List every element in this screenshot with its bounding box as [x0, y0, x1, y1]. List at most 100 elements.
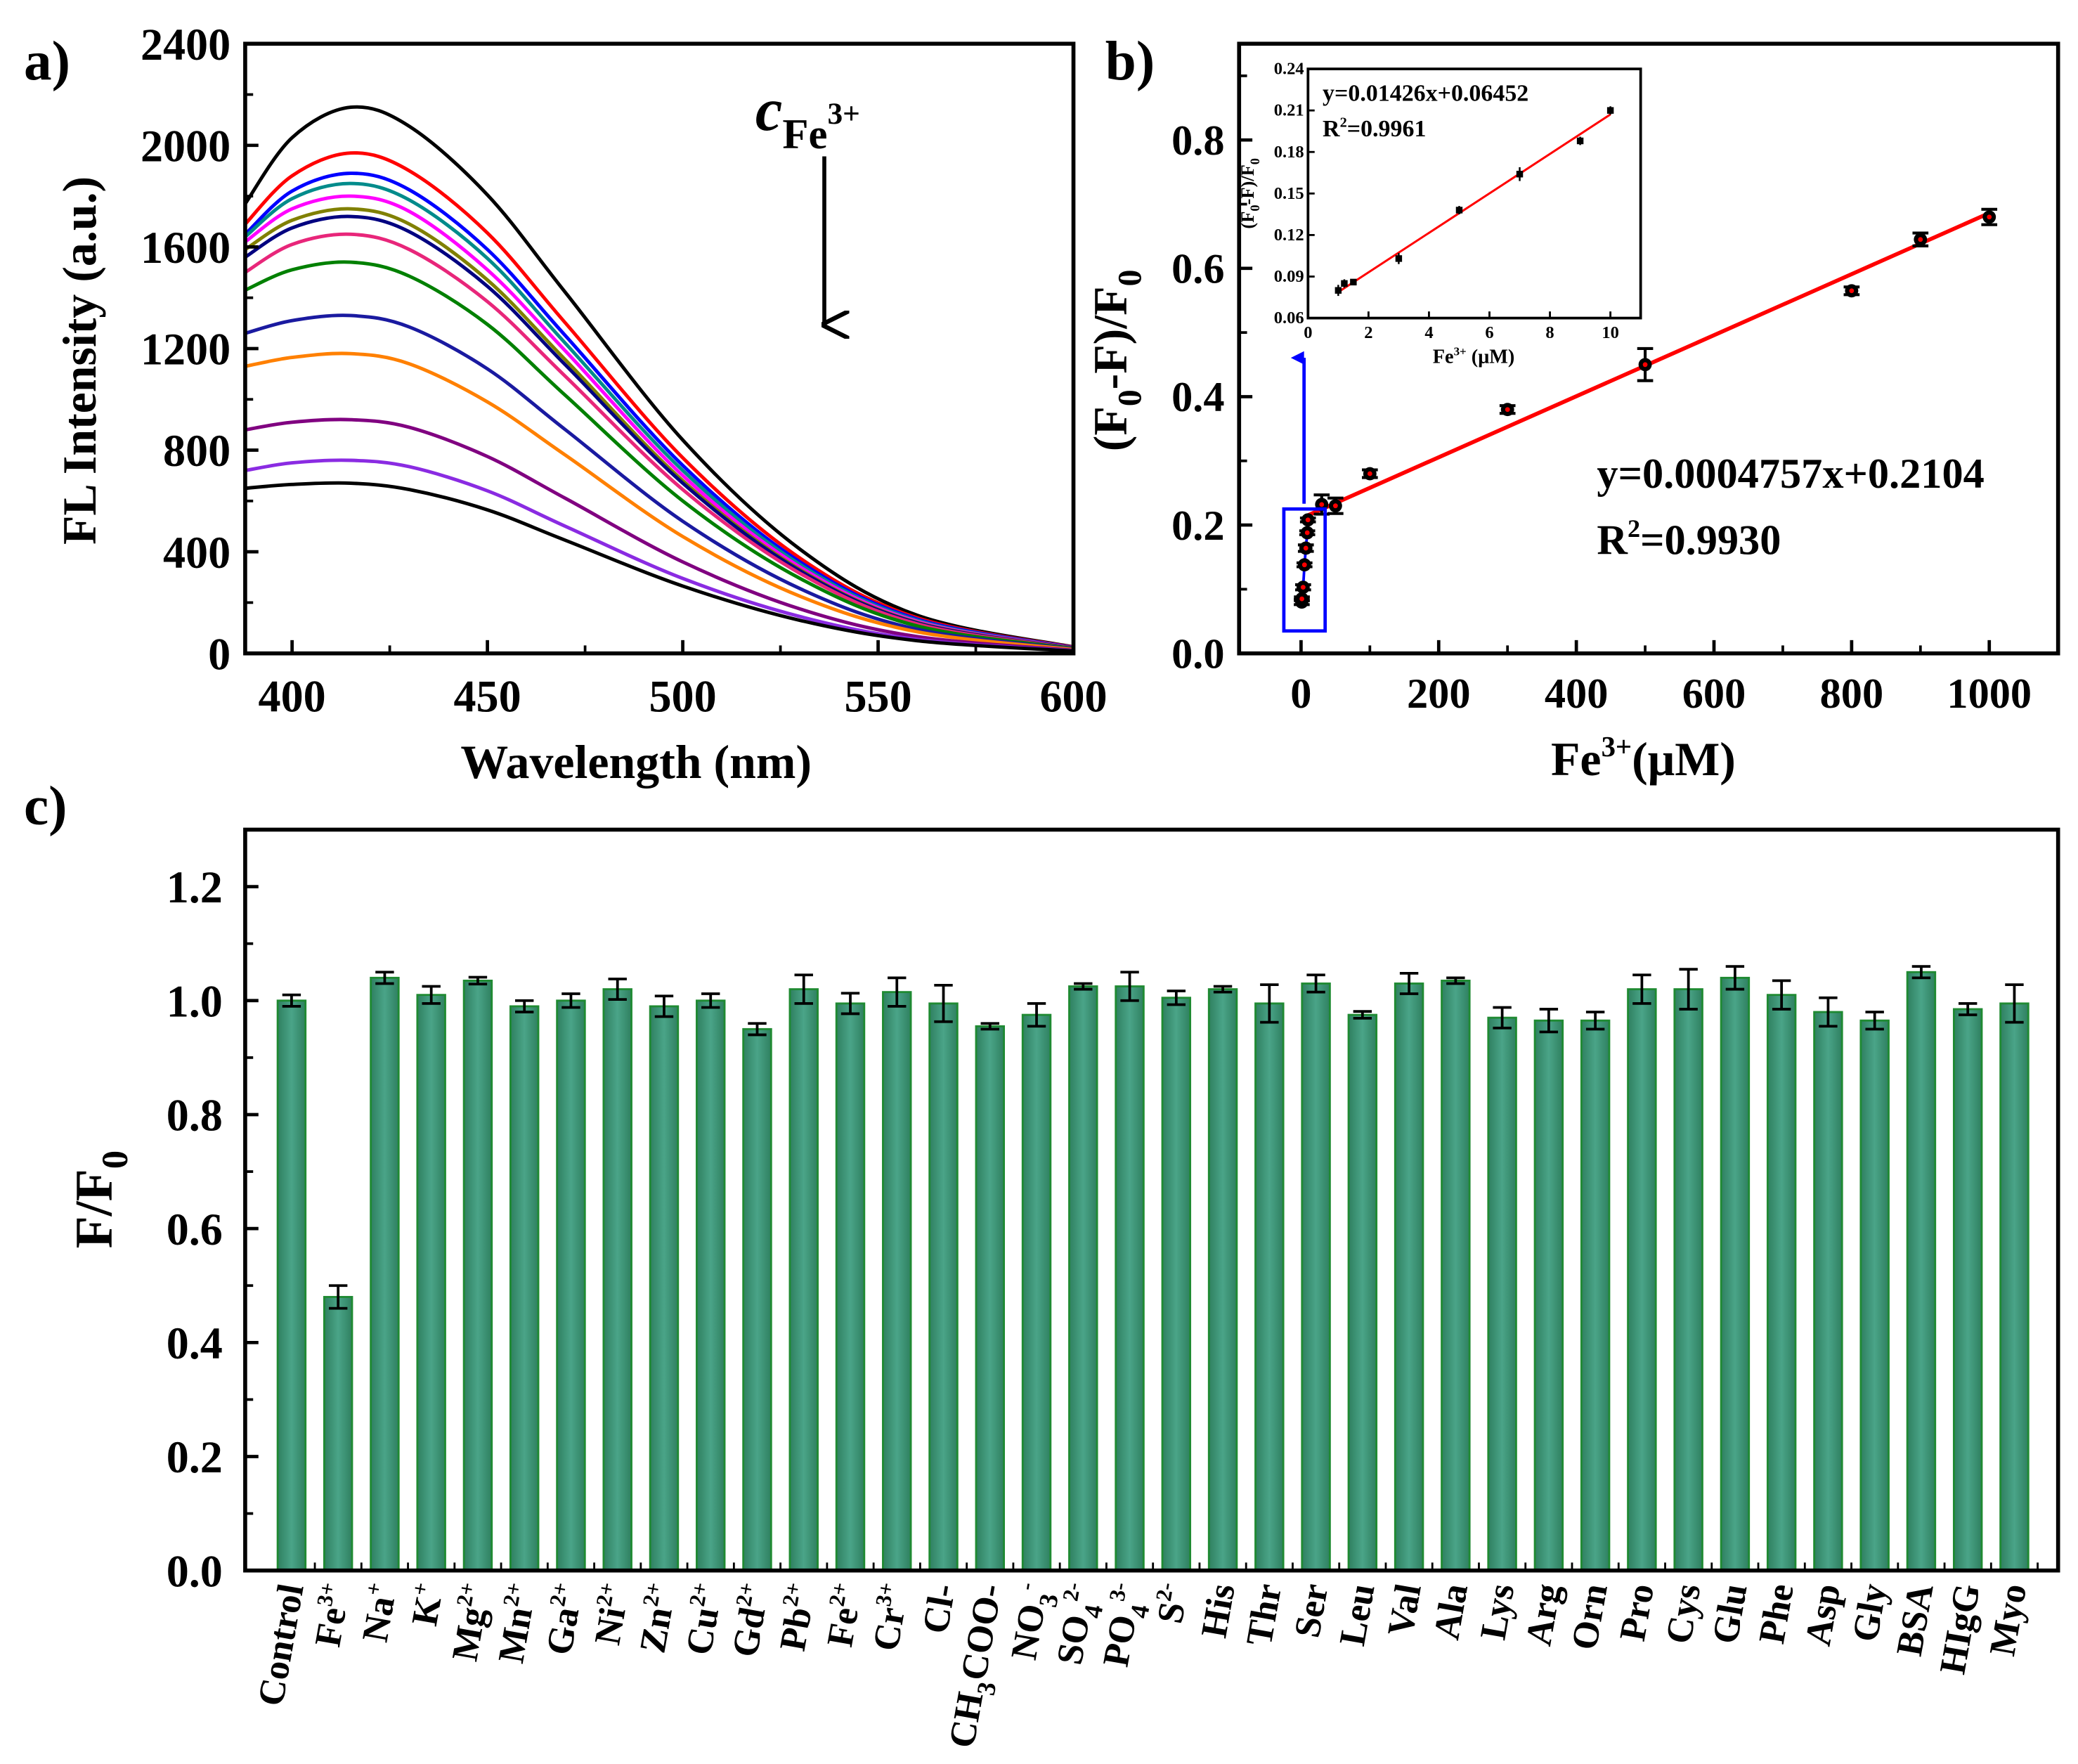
fit-marker [1642, 362, 1648, 368]
bar [370, 976, 400, 1572]
panel-a-emission-spectra: 400 450 500 550 600 0 400 800 1200 1600 2000 2400 a)… [24, 20, 1108, 789]
inset-data-point [1606, 107, 1614, 114]
fit-marker [1987, 214, 1992, 220]
x-tick-label: 800 [1820, 670, 1884, 718]
panel-b-calibration-plot: 0 200 400 600 800 10000.00.20.40.60.8b)Fe3+(μ… [1084, 30, 2060, 786]
label-part: 2+ [498, 1581, 526, 1608]
label-part: Cu [678, 1604, 727, 1659]
spectrum-line-12 [245, 417, 1074, 652]
inset-data-point [1455, 207, 1463, 214]
label-part: CH [942, 1689, 992, 1751]
category-label: HIgG [1932, 1581, 1988, 1677]
label-part: Cr [865, 1604, 913, 1654]
bar [1580, 1019, 1611, 1572]
bar [1999, 1002, 2030, 1572]
category-label: BSA [1889, 1581, 1942, 1659]
inset-data-point [1576, 137, 1584, 145]
inset-x-axis-title: Fe3+ (μM) [1433, 344, 1515, 368]
y-tick-label: 2400 [141, 20, 230, 70]
inset-fit-line [1337, 113, 1611, 293]
inset-y-tick-label: 0.24 [1274, 60, 1304, 79]
category-label: Ga2+ [536, 1581, 591, 1658]
fit-marker [1300, 585, 1306, 590]
bar [835, 1002, 866, 1572]
label-part: 0 [1112, 389, 1148, 406]
inset-plot: 0 2 4 6 8 10 0.06 0.09 0.12 0.15 0.18 0.21 0.24 Fe3+ … [1237, 60, 1642, 368]
bar [1161, 997, 1192, 1572]
label-part: - [1013, 1581, 1039, 1592]
label-part: Arg [1518, 1581, 1569, 1649]
label-part: 0 [1248, 158, 1262, 164]
category-label: Glu [1705, 1581, 1755, 1647]
label-part: Fe [1551, 733, 1602, 786]
category-label: Myo [1982, 1581, 2034, 1659]
bar [556, 999, 586, 1572]
y-tick-label: 0 [208, 629, 230, 679]
spectrum-line-11 [245, 351, 1074, 651]
y-tick-label: 0.8 [167, 1091, 223, 1141]
fit-r-squared: R2=0.9930 [1597, 514, 1781, 564]
category-label: Cys [1658, 1581, 1709, 1647]
bar [1254, 1002, 1285, 1572]
label-part: K [404, 1593, 449, 1629]
category-label: Phe [1751, 1581, 1802, 1647]
x-tick-label: 600 [1682, 670, 1746, 718]
category-label: Val [1380, 1581, 1429, 1639]
spectrum-line-8 [244, 232, 1074, 650]
label-part: Cys [1658, 1581, 1709, 1647]
label-part: SO [1049, 1612, 1098, 1668]
plot-frame [243, 41, 1076, 656]
inset-x-tick-label: 8 [1545, 323, 1554, 342]
category-label: Fe2+ [817, 1581, 871, 1650]
x-axis-title: Fe3+(μM) [1551, 731, 1736, 786]
category-label: Orn [1564, 1581, 1615, 1653]
fit-marker [1299, 596, 1304, 602]
label-part: Lys [1473, 1581, 1523, 1642]
category-label: Arg [1518, 1581, 1569, 1649]
bar [1533, 1019, 1564, 1572]
inset-y-tick-label: 0.15 [1274, 184, 1304, 203]
label-part: Ala [1426, 1581, 1476, 1642]
label-part: 3+ [1454, 344, 1467, 358]
label-part: Fe [1433, 346, 1454, 368]
bar [1813, 1011, 1843, 1572]
spectrum-line-1 [243, 105, 1074, 649]
category-label: Thr [1239, 1581, 1290, 1649]
label-part: Fe [307, 1604, 354, 1650]
bar [1441, 979, 1471, 1572]
bar [602, 988, 632, 1572]
x-tick-label: 450 [454, 672, 521, 722]
fit-marker [1304, 530, 1310, 536]
y-axis-title: F/F0 [65, 1150, 136, 1249]
label-part: -F)/F [1237, 164, 1258, 205]
category-label: Zn2+ [630, 1581, 684, 1656]
inset-y-tick-label: 0.06 [1274, 309, 1304, 327]
bar [882, 991, 912, 1572]
inset-y-axis-title: (F0-F)/F0 [1237, 158, 1262, 229]
inset-fit-equation: y=0.01426x+0.06452 [1323, 80, 1528, 106]
category-label: Asp [1798, 1581, 1848, 1649]
label-part: 2+ [545, 1581, 573, 1608]
label-part: Pro [1612, 1581, 1662, 1644]
label-part: Na [355, 1593, 403, 1645]
x-axis-title: Wavelength (nm) [460, 736, 812, 789]
inset-data-point [1335, 287, 1342, 294]
spectrum-line-6 [244, 207, 1074, 650]
y-tick-label: 0.6 [167, 1205, 223, 1254]
x-tick-label: 400 [259, 672, 326, 722]
label-part: S [1150, 1599, 1193, 1626]
category-label: Cr3+ [863, 1581, 917, 1654]
label-part: HIgG [1932, 1581, 1988, 1677]
y-tick-label: 800 [163, 426, 230, 476]
inset-data-point [1341, 280, 1348, 287]
category-label: Fe3+ [305, 1581, 358, 1650]
category-label: Gly [1845, 1581, 1895, 1645]
label-part: (μM) [1467, 346, 1515, 368]
x-tick-label: 400 [1545, 670, 1609, 718]
spectrum-line-2 [244, 151, 1074, 649]
label-part: Control [250, 1581, 312, 1708]
inset-y-tick-label: 0.18 [1274, 143, 1304, 162]
zoom-region-box [1282, 507, 1327, 633]
x-tick-label: 500 [649, 672, 716, 722]
